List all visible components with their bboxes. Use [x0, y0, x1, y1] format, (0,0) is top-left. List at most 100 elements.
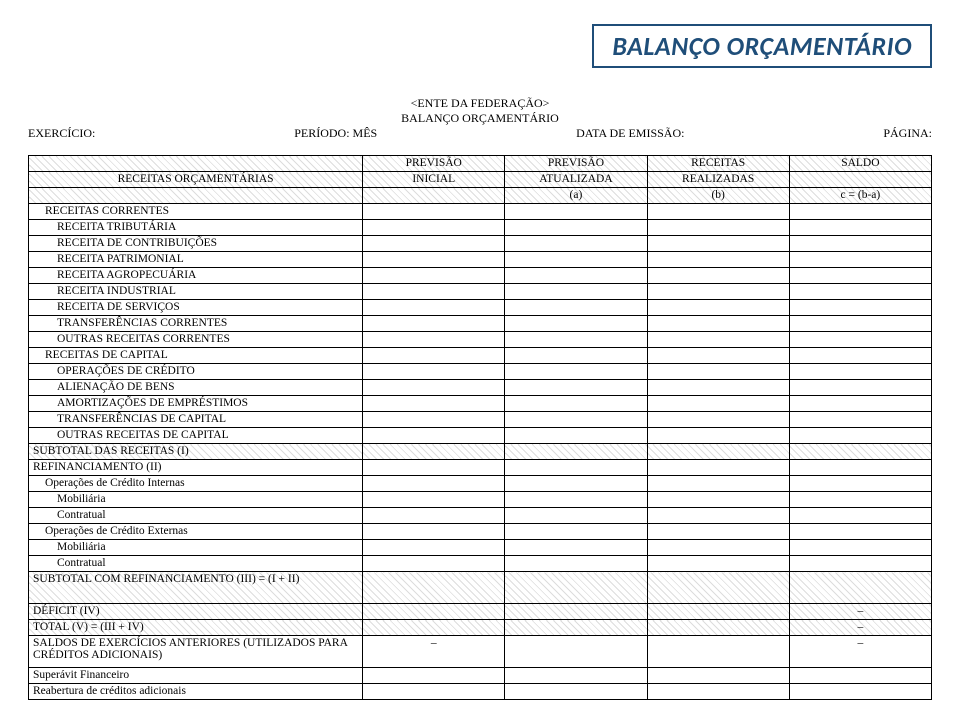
row-saldo: [789, 508, 931, 524]
row-realizadas: [647, 332, 789, 348]
col-head-prev-inicial-l1: PREVISÃO: [363, 156, 505, 172]
row-saldo: [789, 316, 931, 332]
col-head-realizadas-l3: (b): [647, 188, 789, 204]
table-row: RECEITA DE SERVIÇOS: [29, 300, 932, 316]
row-realizadas: [647, 252, 789, 268]
table-row: OUTRAS RECEITAS CORRENTES: [29, 332, 932, 348]
col-head-saldo-l3: c = (b-a): [789, 188, 931, 204]
meta-data-emissao: DATA DE EMISSÃO:: [576, 126, 684, 141]
page-title-banner: BALANÇO ORÇAMENTÁRIO: [592, 24, 932, 68]
row-realizadas: [647, 492, 789, 508]
row-label: Operações de Crédito Externas: [29, 524, 363, 540]
row-realizadas: [647, 236, 789, 252]
page-title: BALANÇO ORÇAMENTÁRIO: [612, 30, 912, 62]
row-prev-inicial: [363, 220, 505, 236]
table-row: DÉFICIT (IV)–: [29, 604, 932, 620]
row-prev-atualizada: [505, 268, 647, 284]
row-label: Reabertura de créditos adicionais: [29, 684, 363, 700]
row-realizadas: [647, 316, 789, 332]
col-head-realizadas-l1: RECEITAS: [647, 156, 789, 172]
row-label: TRANSFERÊNCIAS CORRENTES: [29, 316, 363, 332]
row-label: RECEITA AGROPECUÁRIA: [29, 268, 363, 284]
row-prev-inicial: [363, 380, 505, 396]
row-label: RECEITA DE SERVIÇOS: [29, 300, 363, 316]
table-row: SUBTOTAL DAS RECEITAS (I): [29, 444, 932, 460]
row-label: Mobiliária: [29, 540, 363, 556]
row-prev-atualizada: [505, 540, 647, 556]
row-prev-atualizada: [505, 364, 647, 380]
row-prev-atualizada: [505, 284, 647, 300]
row-prev-inicial: [363, 556, 505, 572]
row-prev-inicial: [363, 300, 505, 316]
row-saldo: [789, 364, 931, 380]
row-prev-inicial: [363, 604, 505, 620]
row-prev-inicial: [363, 508, 505, 524]
row-label: Operações de Crédito Internas: [29, 476, 363, 492]
table-row: TRANSFERÊNCIAS DE CAPITAL: [29, 412, 932, 428]
table-row: RECEITAS DE CAPITAL: [29, 348, 932, 364]
row-label: RECEITA TRIBUTÁRIA: [29, 220, 363, 236]
row-realizadas: [647, 268, 789, 284]
row-prev-atualizada: [505, 476, 647, 492]
table-row: Mobiliária: [29, 492, 932, 508]
row-realizadas: [647, 684, 789, 700]
row-realizadas: [647, 604, 789, 620]
row-prev-atualizada: [505, 444, 647, 460]
row-prev-atualizada: [505, 492, 647, 508]
row-realizadas: [647, 204, 789, 220]
row-label: RECEITA DE CONTRIBUIÇÕES: [29, 236, 363, 252]
table-row: Contratual: [29, 508, 932, 524]
row-saldo: [789, 220, 931, 236]
meta-periodo: PERÍODO: MÊS: [294, 126, 377, 141]
row-prev-atualizada: [505, 236, 647, 252]
row-saldo: [789, 268, 931, 284]
row-prev-atualizada: [505, 524, 647, 540]
row-prev-atualizada: [505, 604, 647, 620]
row-prev-atualizada: [505, 220, 647, 236]
budget-table: PREVISÃO PREVISÃO RECEITAS SALDO RECEITA…: [28, 155, 932, 700]
row-label: SUBTOTAL DAS RECEITAS (I): [29, 444, 363, 460]
row-realizadas: [647, 380, 789, 396]
row-saldo: [789, 236, 931, 252]
row-prev-atualizada: [505, 460, 647, 476]
row-realizadas: [647, 572, 789, 604]
table-row: SALDOS DE EXERCÍCIOS ANTERIORES (UTILIZA…: [29, 636, 932, 668]
row-saldo: [789, 684, 931, 700]
row-saldo: [789, 380, 931, 396]
col-head-saldo-l2: [789, 172, 931, 188]
row-prev-inicial: [363, 316, 505, 332]
row-prev-atualizada: [505, 204, 647, 220]
row-label: RECEITA INDUSTRIAL: [29, 284, 363, 300]
row-prev-inicial: [363, 204, 505, 220]
row-saldo: [789, 668, 931, 684]
row-label: RECEITAS CORRENTES: [29, 204, 363, 220]
row-label: OPERAÇÕES DE CRÉDITO: [29, 364, 363, 380]
row-realizadas: [647, 396, 789, 412]
row-prev-atualizada: [505, 572, 647, 604]
row-prev-atualizada: [505, 380, 647, 396]
row-prev-inicial: [363, 684, 505, 700]
row-realizadas: [647, 508, 789, 524]
row-prev-inicial: [363, 540, 505, 556]
row-prev-inicial: [363, 412, 505, 428]
row-prev-inicial: –: [363, 636, 505, 668]
row-prev-inicial: [363, 284, 505, 300]
row-realizadas: [647, 412, 789, 428]
table-row: Reabertura de créditos adicionais: [29, 684, 932, 700]
row-realizadas: [647, 636, 789, 668]
table-row: SUBTOTAL COM REFINANCIAMENTO (III) = (I …: [29, 572, 932, 604]
row-prev-atualizada: [505, 300, 647, 316]
header-row-2: RECEITAS ORÇAMENTÁRIAS INICIAL ATUALIZAD…: [29, 172, 932, 188]
row-prev-inicial: [363, 428, 505, 444]
col-head-receitas-l1: [29, 156, 363, 172]
row-realizadas: [647, 428, 789, 444]
row-realizadas: [647, 348, 789, 364]
row-realizadas: [647, 556, 789, 572]
col-head-realizadas-l2: REALIZADAS: [647, 172, 789, 188]
row-saldo: [789, 540, 931, 556]
row-saldo: [789, 460, 931, 476]
table-row: OUTRAS RECEITAS DE CAPITAL: [29, 428, 932, 444]
row-prev-inicial: [363, 620, 505, 636]
row-label: TOTAL (V) = (III + IV): [29, 620, 363, 636]
header-block: <ENTE DA FEDERAÇÃO> BALANÇO ORÇAMENTÁRIO: [28, 96, 932, 126]
